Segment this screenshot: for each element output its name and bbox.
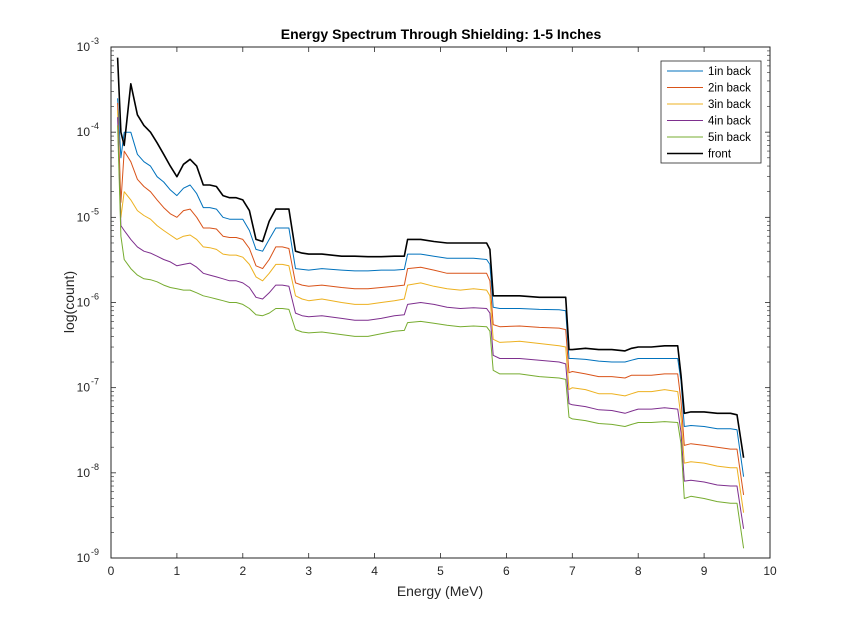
legend: 1in back 2in back 3in back 4in back 5in back… bbox=[660, 60, 762, 164]
series-line-4 bbox=[117, 125, 745, 549]
legend-label-3: 4in back bbox=[708, 116, 751, 128]
legend-label-2: 3in back bbox=[708, 99, 751, 111]
x-tick-label-2: 2 bbox=[239, 564, 246, 578]
x-tick-label-6: 6 bbox=[503, 564, 510, 578]
y-tick-exponent-4: -5 bbox=[91, 206, 99, 216]
x-axis-label: Energy (MeV) bbox=[397, 583, 483, 599]
y-tick-label-2: 10 bbox=[77, 381, 91, 395]
series-line-5 bbox=[116, 57, 745, 458]
x-tick-label-0: 0 bbox=[108, 564, 115, 578]
y-tick-label-6: 10 bbox=[77, 40, 91, 54]
series-line-3 bbox=[117, 117, 745, 529]
legend-label-4: 5in back bbox=[708, 132, 751, 144]
plot-area bbox=[111, 47, 770, 558]
y-tick-exponent-2: -7 bbox=[91, 377, 99, 387]
y-tick-label-4: 10 bbox=[77, 210, 91, 224]
y-tick-exponent-3: -6 bbox=[91, 292, 99, 302]
y-tick-label-5: 10 bbox=[77, 125, 91, 139]
y-tick-label-3: 10 bbox=[77, 296, 91, 310]
y-tick-exponent-1: -8 bbox=[91, 462, 99, 472]
x-tick-label-9: 9 bbox=[701, 564, 708, 578]
legend-entries: 1in back 2in back 3in back 4in back 5in back… bbox=[667, 66, 751, 161]
y-tick-exponent-0: -9 bbox=[91, 547, 99, 557]
x-tick-label-5: 5 bbox=[437, 564, 444, 578]
x-tick-label-8: 8 bbox=[635, 564, 642, 578]
x-tick-label-3: 3 bbox=[305, 564, 312, 578]
legend-label-5: front bbox=[708, 149, 732, 161]
y-tick-exponent-5: -4 bbox=[91, 121, 99, 131]
y-tick-label-1: 10 bbox=[77, 466, 91, 480]
legend-label-1: 2in back bbox=[708, 83, 751, 95]
x-tick-label-1: 1 bbox=[174, 564, 181, 578]
series-layer bbox=[116, 57, 745, 549]
series-line-2 bbox=[117, 110, 745, 513]
axes-box bbox=[110, 46, 771, 559]
x-tick-label-7: 7 bbox=[569, 564, 576, 578]
y-tick-exponent-6: -3 bbox=[91, 36, 99, 46]
y-tick-label-0: 10 bbox=[77, 551, 91, 565]
legend-box bbox=[660, 60, 762, 164]
y-axis-label: log(count) bbox=[61, 271, 77, 333]
series-line-0 bbox=[117, 98, 745, 477]
legend-label-0: 1in back bbox=[708, 66, 751, 78]
series-line-1 bbox=[117, 102, 745, 495]
x-tick-label-4: 4 bbox=[371, 564, 378, 578]
chart-title: Energy Spectrum Through Shielding: 1-5 I… bbox=[281, 26, 602, 42]
x-tick-label-10: 10 bbox=[763, 564, 777, 578]
